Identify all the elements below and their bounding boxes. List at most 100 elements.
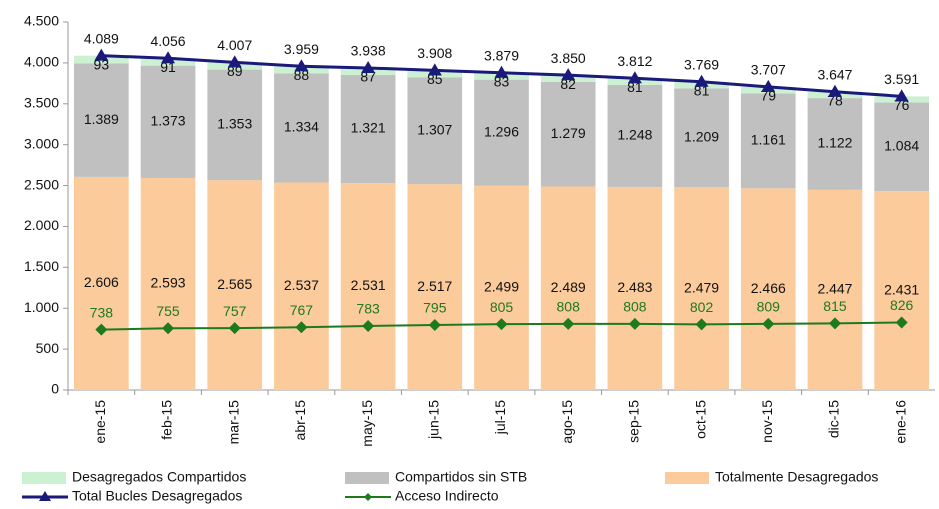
bar-segment	[474, 79, 529, 186]
y-tick-label: 3.000	[24, 135, 59, 151]
marker	[827, 84, 842, 97]
x-tick-label: oct-15	[692, 400, 708, 439]
value-label: 3.812	[617, 53, 652, 69]
value-label: 3.707	[751, 62, 786, 78]
marker	[895, 316, 908, 329]
bar-segment	[740, 188, 796, 390]
value-label: 738	[90, 304, 114, 320]
y-tick-label: 4.000	[24, 54, 59, 70]
value-label: 2.593	[151, 275, 186, 291]
legend-swatch	[665, 472, 709, 484]
value-label: 4.089	[84, 30, 119, 46]
bar-segment	[407, 184, 463, 390]
value-label: 1.389	[84, 111, 119, 127]
bar-segment	[540, 81, 596, 187]
marker	[362, 319, 375, 332]
x-tick-label: ene-15	[92, 400, 108, 444]
bar-segment	[607, 84, 663, 187]
marker	[227, 55, 242, 68]
legend-label: Compartidos sin STB	[395, 469, 527, 485]
value-label: 1.373	[151, 113, 186, 129]
value-label: 4.056	[151, 33, 186, 49]
legend-marker	[364, 493, 372, 501]
marker	[627, 71, 642, 84]
value-label: 4.007	[217, 37, 252, 53]
y-tick-label: 500	[36, 340, 60, 356]
value-label: 808	[557, 299, 581, 315]
value-label: 795	[423, 300, 447, 316]
y-tick-label: 4.500	[24, 13, 59, 29]
value-label: 1.279	[551, 125, 586, 141]
value-label: 1.353	[217, 116, 252, 132]
marker	[494, 65, 509, 78]
value-label: 2.489	[551, 279, 586, 295]
marker	[762, 317, 775, 330]
value-label: 757	[223, 303, 247, 319]
x-tick-label: may-15	[359, 400, 375, 447]
legend-swatch	[345, 472, 389, 484]
legend-swatch	[22, 472, 66, 484]
value-label: 809	[757, 299, 781, 315]
value-label: 3.850	[551, 50, 586, 66]
legend-label: Total Bucles Desagregados	[72, 488, 242, 504]
value-label: 826	[890, 297, 914, 313]
value-label: 755	[156, 303, 180, 319]
bar-segment	[674, 187, 729, 390]
value-label: 2.499	[484, 279, 519, 295]
marker	[361, 60, 376, 73]
marker	[161, 51, 176, 64]
value-label: 2.466	[751, 280, 786, 296]
value-label: 1.209	[684, 129, 719, 145]
x-tick-label: ago-15	[559, 400, 575, 444]
x-tick-label: abr-15	[292, 400, 308, 441]
bar-segment	[674, 88, 729, 188]
bar-segment	[274, 182, 329, 390]
marker	[294, 59, 309, 72]
x-tick-label: sep-15	[626, 400, 642, 443]
x-tick-label: jul-15	[492, 400, 508, 435]
bar-segment	[540, 186, 596, 390]
value-label: 3.591	[884, 71, 919, 87]
bar-segment	[74, 176, 129, 390]
value-label: 2.483	[617, 279, 652, 295]
marker	[695, 318, 708, 331]
y-tick-label: 2.500	[24, 176, 59, 192]
value-label: 2.431	[884, 281, 919, 297]
marker	[94, 48, 109, 61]
legend-marker	[39, 491, 51, 501]
x-tick-label: jun-15	[426, 400, 442, 440]
bar-segment	[340, 74, 396, 184]
bar-segment	[207, 69, 263, 181]
value-label: 2.537	[284, 277, 319, 293]
value-label: 1.296	[484, 123, 519, 139]
x-tick-label: dic-15	[826, 400, 842, 438]
value-label: 1.122	[817, 135, 852, 151]
marker	[561, 68, 576, 81]
value-label: 2.565	[217, 276, 252, 292]
marker	[162, 322, 175, 335]
value-label: 783	[356, 301, 380, 317]
value-label: 3.769	[684, 56, 719, 72]
value-label: 808	[623, 299, 647, 315]
marker	[427, 63, 442, 76]
marker	[694, 74, 709, 87]
bar-segment	[607, 186, 663, 390]
legend-label: Totalmente Desagregados	[715, 469, 878, 485]
bar-segment	[74, 63, 129, 177]
x-tick-label: ene-16	[892, 400, 908, 444]
bar-segment	[274, 73, 329, 183]
bar-segment	[140, 177, 196, 390]
bar-segment	[207, 180, 263, 390]
bar-segment	[807, 189, 863, 390]
value-label: 2.606	[84, 274, 119, 290]
marker	[95, 323, 108, 336]
y-tick-label: 2.000	[24, 217, 59, 233]
value-label: 3.879	[484, 47, 519, 63]
value-label: 1.321	[351, 120, 386, 136]
marker	[761, 79, 776, 92]
value-label: 2.531	[351, 277, 386, 293]
bar-segment	[874, 102, 929, 192]
bar-segment	[474, 185, 529, 390]
marker	[228, 322, 241, 335]
value-label: 1.307	[417, 121, 452, 137]
